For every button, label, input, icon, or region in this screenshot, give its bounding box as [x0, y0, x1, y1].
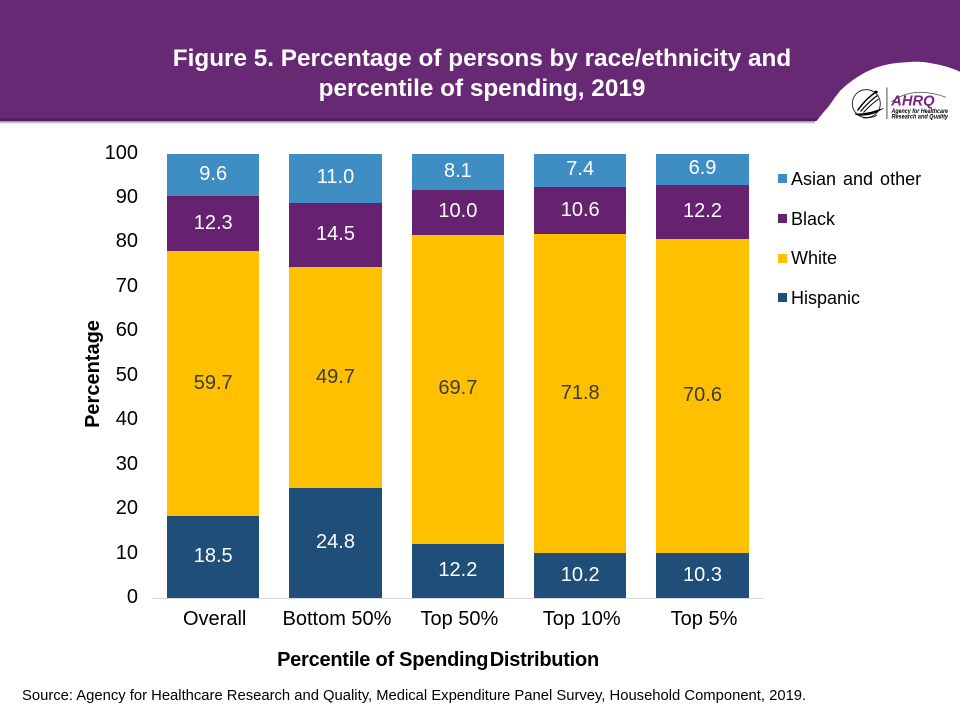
svg-text:Research and Quality: Research and Quality [892, 114, 949, 121]
svg-text:AHRQ: AHRQ [890, 93, 935, 109]
svg-text:Agency for Healthcare: Agency for Healthcare [891, 108, 949, 115]
